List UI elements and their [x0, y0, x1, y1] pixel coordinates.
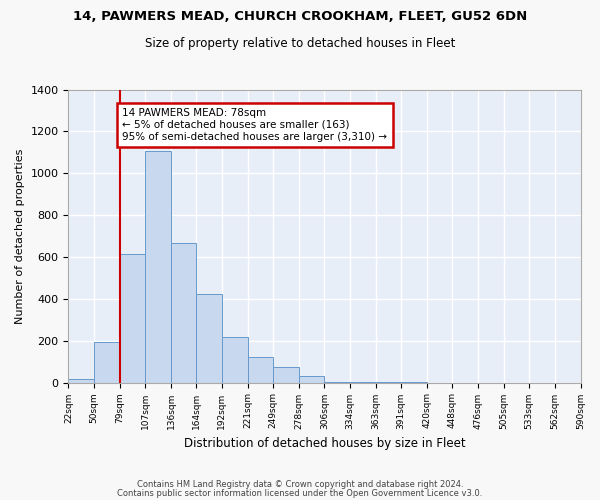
Bar — [68, 380, 94, 382]
Bar — [171, 244, 196, 382]
Bar — [299, 376, 325, 382]
Bar — [196, 294, 221, 382]
Bar — [221, 336, 248, 382]
Text: Contains HM Land Registry data © Crown copyright and database right 2024.: Contains HM Land Registry data © Crown c… — [137, 480, 463, 489]
Bar — [145, 152, 171, 382]
Bar — [94, 342, 120, 382]
Y-axis label: Number of detached properties: Number of detached properties — [15, 148, 25, 324]
Bar — [248, 358, 273, 382]
X-axis label: Distribution of detached houses by size in Fleet: Distribution of detached houses by size … — [184, 437, 465, 450]
Text: 14 PAWMERS MEAD: 78sqm
← 5% of detached houses are smaller (163)
95% of semi-det: 14 PAWMERS MEAD: 78sqm ← 5% of detached … — [122, 108, 388, 142]
Text: Size of property relative to detached houses in Fleet: Size of property relative to detached ho… — [145, 38, 455, 51]
Text: Contains public sector information licensed under the Open Government Licence v3: Contains public sector information licen… — [118, 489, 482, 498]
Bar — [273, 367, 299, 382]
Bar — [120, 254, 145, 382]
Text: 14, PAWMERS MEAD, CHURCH CROOKHAM, FLEET, GU52 6DN: 14, PAWMERS MEAD, CHURCH CROOKHAM, FLEET… — [73, 10, 527, 23]
